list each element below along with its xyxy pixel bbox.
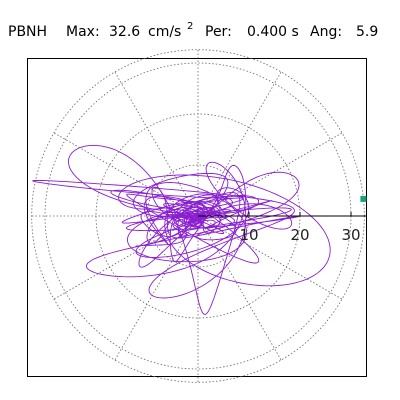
plot-frame xyxy=(27,58,367,377)
period-label: Per: xyxy=(205,24,232,40)
max-unit-exponent: 2 xyxy=(187,21,193,32)
tick-label-30: 30 xyxy=(341,226,360,244)
max-unit: cm/s xyxy=(148,24,181,40)
angle-value: 5.9 xyxy=(356,24,378,40)
peak-marker xyxy=(360,195,367,202)
tick-label-10: 10 xyxy=(239,226,258,244)
period-value: 0.400 s xyxy=(247,24,299,40)
tick-label-20: 20 xyxy=(290,226,309,244)
angle-label: Ang: xyxy=(310,24,342,40)
max-label: Max: xyxy=(66,24,100,40)
orbit-trace xyxy=(31,144,331,315)
radial-ticks: 10 20 30 xyxy=(239,212,361,244)
station-label: PBNH xyxy=(8,24,47,40)
chart-title: PBNH Max: 32.6 cm/s 2 Per: 0.400 s Ang: … xyxy=(8,16,378,40)
max-value: 32.6 xyxy=(109,24,140,40)
